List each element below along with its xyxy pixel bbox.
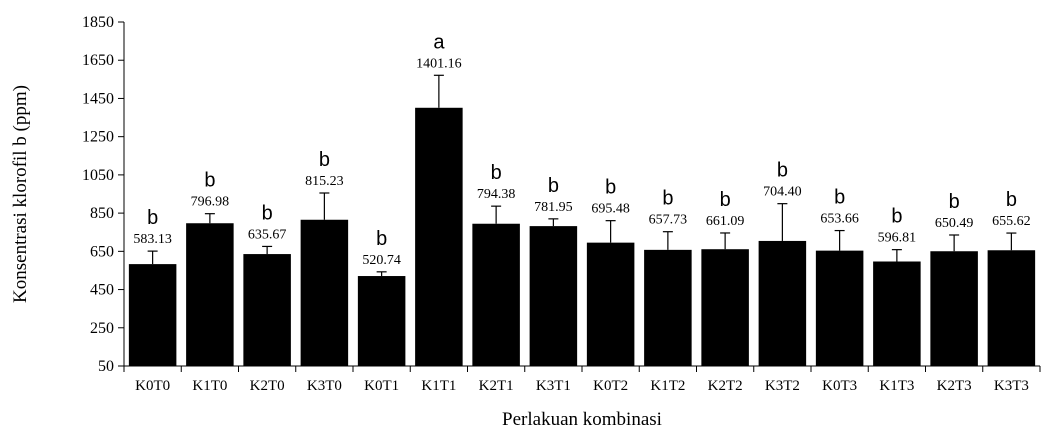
y-axis-ticks: 50 250 450 650 850 1050 1250 1450 1650 1850 [82, 14, 124, 375]
bar [586, 242, 635, 366]
significance-letter: b [720, 189, 731, 211]
x-category-label: K2T0 [250, 378, 285, 394]
bar [644, 249, 692, 366]
data-label: 815.23 [305, 174, 344, 189]
x-category-label: K1T2 [650, 378, 685, 394]
bar [186, 223, 234, 366]
y-tick-label: 850 [90, 205, 114, 222]
significance-letter: b [834, 187, 845, 209]
x-category-label: K0T3 [822, 378, 857, 394]
y-tick-label: 650 [90, 243, 114, 260]
bar [873, 261, 921, 366]
bar [472, 223, 520, 366]
bar [128, 264, 177, 366]
bar [529, 226, 578, 366]
x-category-label: K2T3 [937, 378, 972, 394]
data-label: 1401.16 [416, 56, 462, 71]
data-label: 794.38 [477, 187, 516, 202]
x-category-label: K3T0 [307, 378, 342, 394]
significance-letter: b [376, 228, 387, 250]
data-label: 657.73 [649, 213, 688, 228]
data-label: 596.81 [878, 231, 917, 246]
x-category-label: K1T3 [879, 378, 914, 394]
significance-letter: b [147, 207, 158, 229]
significance-letter: b [949, 191, 960, 213]
x-category-label: K2T2 [708, 378, 743, 394]
data-label: 520.74 [362, 253, 401, 268]
significance-letter: b [1006, 189, 1017, 211]
bars [128, 107, 1036, 366]
data-label: 635.67 [248, 227, 287, 242]
y-tick-label: 1250 [82, 129, 114, 146]
y-axis-title: Konsentrasi klorofil b (ppm) [10, 85, 31, 303]
y-tick-label: 50 [98, 358, 114, 375]
y-tick-label: 250 [90, 320, 114, 337]
bar [300, 219, 349, 366]
data-label: 653.66 [820, 212, 859, 227]
y-tick-label: 1450 [82, 90, 114, 107]
significance-letter: b [204, 170, 215, 192]
x-axis-title: Perlakuan kombinasi [502, 409, 662, 430]
bar [357, 276, 406, 366]
significance-letter: b [262, 202, 273, 224]
x-axis-categories: K0T0 K1T0 K2T0 K3T0 K0T1 K1T1 K2T1 K3T1 K0T2 K1T2… [123, 366, 1041, 394]
bar [815, 250, 864, 366]
x-category-label: K3T2 [765, 378, 800, 394]
significance-letter: b [777, 160, 788, 182]
data-label: 704.40 [763, 185, 802, 200]
x-category-label: K3T1 [536, 378, 571, 394]
bar [243, 254, 291, 366]
data-label: 583.13 [133, 232, 172, 247]
bar [930, 251, 978, 366]
significance-letter: b [891, 206, 902, 228]
y-tick-label: 1650 [82, 52, 114, 69]
x-category-label: K2T1 [479, 378, 514, 394]
significance-letter: a [433, 31, 445, 53]
significance-letter: b [491, 162, 502, 184]
data-label: 655.62 [992, 214, 1031, 229]
data-labels: 583.13 b 796.98 b 635.67 b 815.23 b 520.74 b 1401.… [133, 31, 1030, 268]
y-tick-label: 450 [90, 282, 114, 299]
y-tick-label: 1050 [82, 167, 114, 184]
bar [758, 240, 807, 366]
data-label: 661.09 [706, 214, 745, 229]
x-category-label: K0T1 [364, 378, 399, 394]
bar [987, 250, 1036, 366]
bar [701, 249, 749, 366]
bar [415, 107, 463, 366]
x-category-label: K1T1 [421, 378, 456, 394]
data-label: 695.48 [591, 202, 630, 217]
significance-letter: b [605, 177, 616, 199]
y-tick-label: 1850 [82, 14, 114, 31]
data-label: 796.98 [191, 195, 230, 210]
error-bars [147, 74, 1017, 277]
data-label: 781.95 [534, 200, 573, 215]
x-category-label: K3T3 [994, 378, 1029, 394]
data-label: 650.49 [935, 216, 974, 231]
significance-letter: b [662, 188, 673, 210]
x-category-label: K0T0 [135, 378, 170, 394]
significance-letter: b [548, 175, 559, 197]
x-category-label: K1T0 [192, 378, 227, 394]
significance-letter: b [319, 149, 330, 171]
x-category-label: K0T2 [593, 378, 628, 394]
